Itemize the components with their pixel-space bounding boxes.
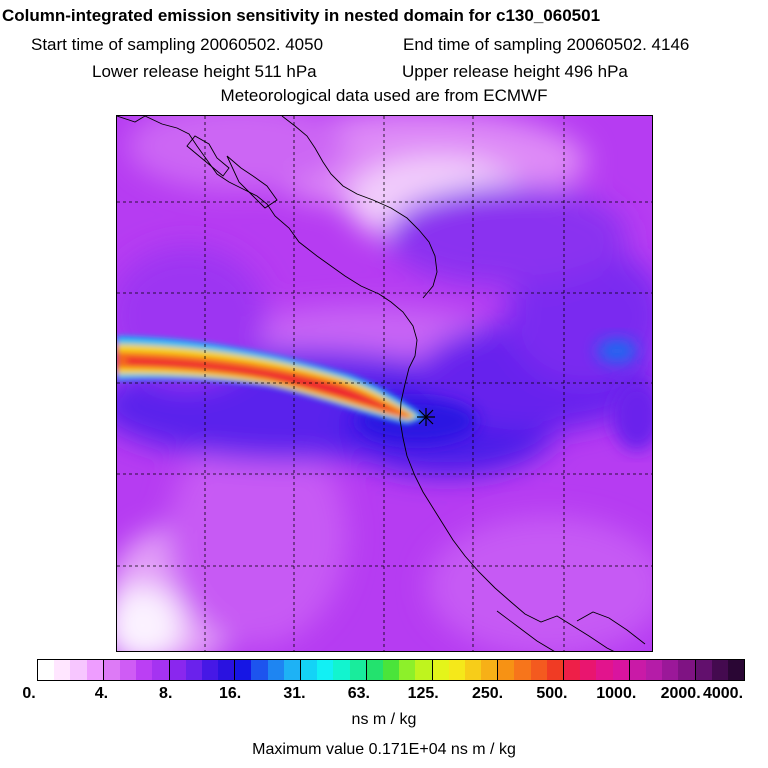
colorbar-swatch — [612, 660, 629, 680]
colorbar-swatch — [662, 660, 679, 680]
colorbar-swatch — [38, 660, 55, 680]
colorbar-swatch — [333, 660, 350, 680]
colorbar-swatch — [399, 660, 416, 680]
colorbar-swatch — [382, 660, 400, 680]
colorbar-swatch — [300, 660, 318, 680]
colorbar-swatch — [497, 660, 515, 680]
colorbar-swatch — [563, 660, 581, 680]
colorbar-swatch — [727, 660, 745, 680]
colorbar-swatch — [415, 660, 432, 680]
colorbar-swatch — [267, 660, 284, 680]
colorbar-swatch — [201, 660, 219, 680]
colorbar-swatch — [349, 660, 366, 680]
colorbar-tick-label: 2000. — [660, 685, 701, 702]
colorbar-tick-label: 4000. — [702, 685, 744, 702]
colorbar-tick-label: 16. — [218, 685, 242, 702]
met-data-label: Meteorological data used are from ECMWF — [220, 86, 548, 105]
colorbar-tick-label: 1000. — [596, 685, 637, 702]
colorbar-swatch — [136, 660, 153, 680]
start-time-label: Start time of sampling 20060502. 4050 — [31, 35, 324, 54]
colorbar-swatch — [481, 660, 498, 680]
colorbar-tick-label: 250. — [471, 685, 504, 702]
maximum-value-label: Maximum value 0.171E+04 ns m / kg — [252, 741, 516, 758]
colorbar-swatch — [152, 660, 169, 680]
colorbar — [37, 659, 745, 681]
lower-release-height-label: Lower release height 511 hPa — [92, 62, 317, 81]
colorbar-swatch — [530, 660, 547, 680]
colorbar-tick-label: 0. — [22, 685, 36, 702]
colorbar-swatch — [365, 660, 383, 680]
colorbar-swatch — [514, 660, 531, 680]
colorbar-tick-label: 4. — [94, 685, 109, 702]
colorbar-swatch — [251, 660, 268, 680]
release-point-marker — [417, 408, 435, 426]
colorbar-tick-label: 31. — [283, 685, 306, 702]
colorbar-tick-label: 125. — [407, 685, 439, 702]
colorbar-swatch — [711, 660, 728, 680]
colorbar-swatch — [234, 660, 252, 680]
colorbar-swatch — [185, 660, 202, 680]
colorbar-swatch — [86, 660, 103, 680]
colorbar-tick-label: 63. — [347, 685, 370, 702]
colorbar-swatch — [168, 660, 186, 680]
colorbar-swatch — [596, 660, 613, 680]
colorbar-swatch — [119, 660, 137, 680]
colorbar-swatch — [448, 660, 465, 680]
colorbar-swatch — [431, 660, 449, 680]
colorbar-swatch — [317, 660, 334, 680]
colorbar-swatch — [645, 660, 663, 680]
sensitivity-map — [116, 115, 653, 652]
colorbar-swatch — [678, 660, 695, 680]
colorbar-tick-label: 500. — [536, 685, 568, 702]
colorbar-swatch — [464, 660, 482, 680]
colorbar-tick-label: 8. — [159, 685, 173, 702]
colorbar-swatch — [54, 660, 71, 680]
colorbar-swatch — [628, 660, 646, 680]
colorbar-swatch — [102, 660, 120, 680]
colorbar-swatch — [70, 660, 87, 680]
map-canvas — [117, 116, 652, 651]
colorbar-units: ns m / kg — [351, 711, 417, 728]
end-time-label: End time of sampling 20060502. 4146 — [403, 35, 690, 54]
colorbar-swatch — [283, 660, 300, 680]
coastline — [117, 116, 646, 651]
colorbar-swatch — [218, 660, 235, 680]
colorbar-swatch — [580, 660, 597, 680]
emission-plume — [117, 336, 425, 424]
colorbar-swatch — [694, 660, 712, 680]
plot-title: Column-integrated emission sensitivity i… — [2, 6, 601, 25]
colorbar-swatch — [546, 660, 563, 680]
upper-release-height-label: Upper release height 496 hPa — [402, 62, 628, 81]
